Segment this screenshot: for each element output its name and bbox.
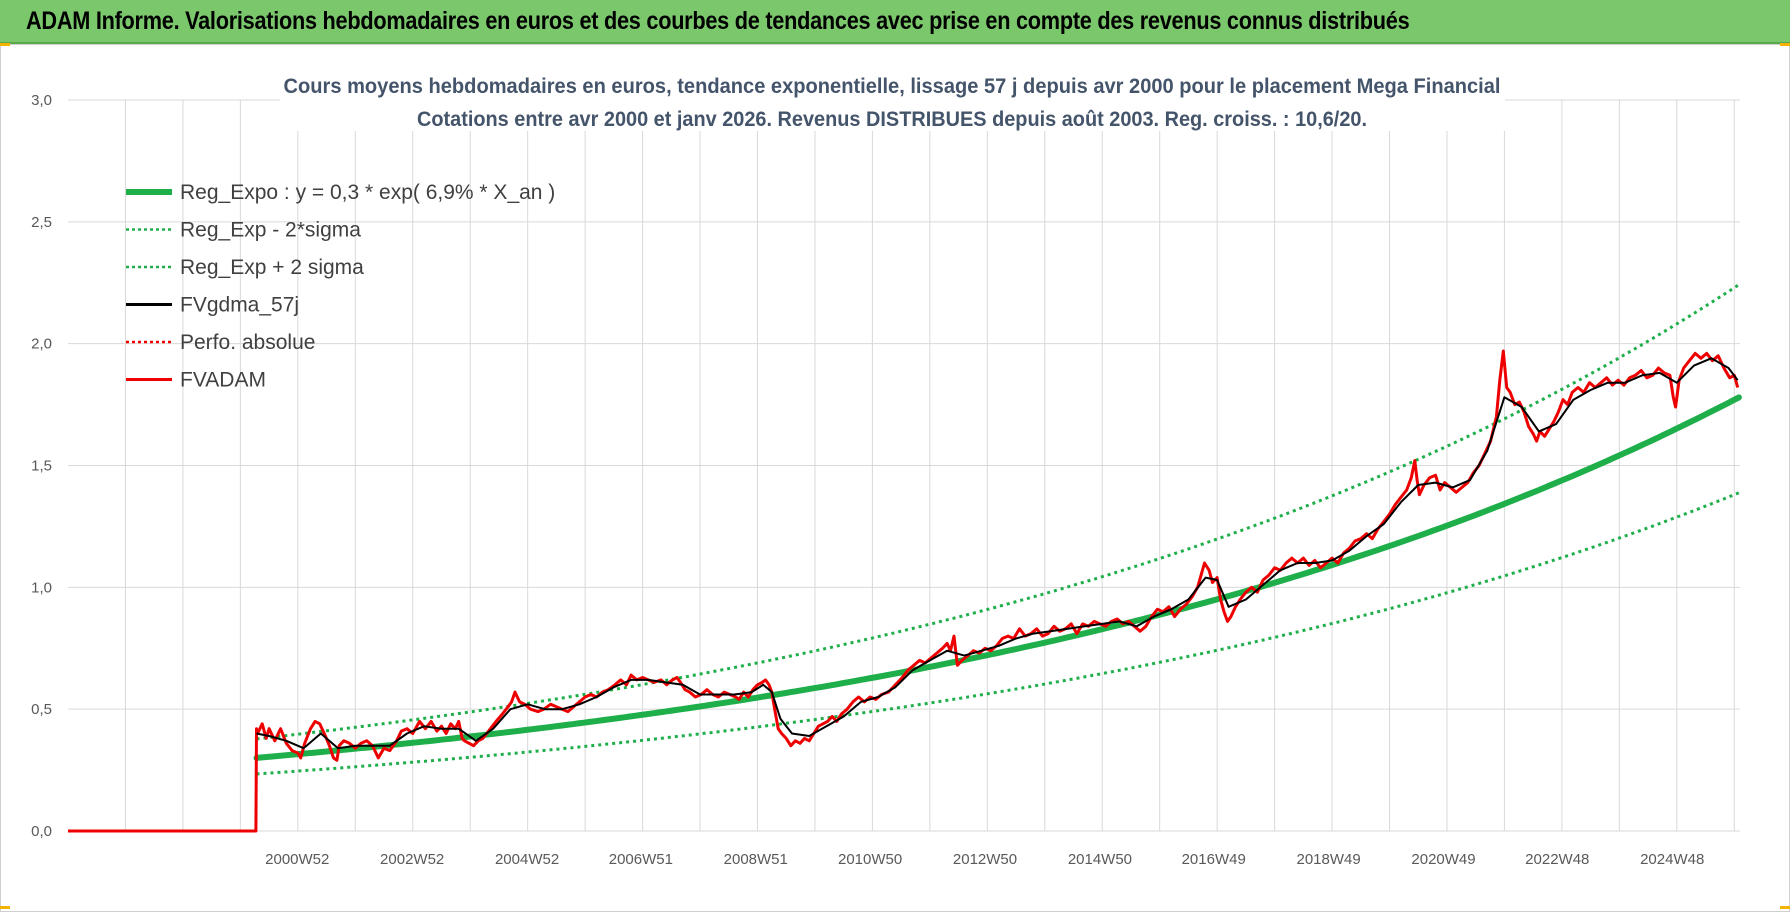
chart-title-block: Cours moyens hebdomadaires en euros, ten… xyxy=(280,69,1505,131)
y-tick-label: 2,5 xyxy=(31,214,52,231)
chart-title-background xyxy=(280,69,1505,131)
report-title: ADAM Informe. Valorisations hebdomadaire… xyxy=(26,7,1410,35)
x-tick-label: 2014W50 xyxy=(1068,851,1132,868)
axis-tick-labels: 0,0 0,5 1,0 1,5 2,0 2,5 3,0 2000W52 2002W52 2004W… xyxy=(31,92,1704,868)
x-tick-label: 2016W49 xyxy=(1182,851,1246,868)
fvgdma-57j-line xyxy=(256,357,1739,750)
x-tick-label: 2024W48 xyxy=(1640,851,1704,868)
x-tick-label: 2006W51 xyxy=(609,851,673,868)
corner-accent-bottom-left xyxy=(0,906,10,909)
reg-expo-line xyxy=(253,394,1742,761)
x-tick-label: 2022W48 xyxy=(1525,851,1589,868)
corner-accent-bottom-right xyxy=(1780,906,1790,909)
y-tick-label: 1,0 xyxy=(31,579,52,596)
legend-reg-expo-label: Reg_Expo : y = 0,3 * exp( 6,9% * X_an ) xyxy=(180,181,555,204)
series-lines xyxy=(68,283,1742,833)
x-tick-label: 2018W49 xyxy=(1296,851,1360,868)
corner-accent-top-left xyxy=(0,43,10,46)
y-tick-label: 0,5 xyxy=(31,701,52,718)
report-banner: ADAM Informe. Valorisations hebdomadaire… xyxy=(0,0,1790,44)
x-tick-label: 2008W51 xyxy=(724,851,788,868)
x-tick-label: 2012W50 xyxy=(953,851,1017,868)
corner-accent-top-right xyxy=(1780,43,1790,46)
legend: Reg_Expo : y = 0,3 * exp( 6,9% * X_an ) R… xyxy=(126,181,555,392)
legend-reg-exp-minus-2sigma-label: Reg_Exp - 2*sigma xyxy=(180,219,361,242)
legend-reg-exp-plus-2sigma-label: Reg_Exp + 2 sigma xyxy=(180,256,364,279)
legend-fvadam-label: FVADAM xyxy=(180,369,266,392)
y-tick-label: 1,5 xyxy=(31,458,52,475)
x-tick-label: 2010W50 xyxy=(838,851,902,868)
legend-fvgdma-57j-label: FVgdma_57j xyxy=(180,294,299,317)
reg-exp-plus-2sigma-line xyxy=(256,283,1740,741)
fvadam-line xyxy=(68,349,1740,833)
x-tick-label: 2000W52 xyxy=(265,851,329,868)
y-tick-label: 3,0 xyxy=(31,92,52,109)
x-tick-label: 2002W52 xyxy=(380,851,444,868)
legend-perfo-absolue-label: Perfo. absolue xyxy=(180,331,315,354)
x-tick-label: 2004W52 xyxy=(495,851,559,868)
reg-exp-minus-2sigma-line xyxy=(256,491,1740,776)
y-tick-label: 2,0 xyxy=(31,336,52,353)
grid-lines xyxy=(68,99,1740,832)
y-tick-label: 0,0 xyxy=(31,823,52,840)
chart-title-line-1: Cours moyens hebdomadaires en euros, ten… xyxy=(284,75,1501,98)
x-tick-label: 2020W49 xyxy=(1411,851,1475,868)
chart-title-line-2: Cotations entre avr 2000 et janv 2026. R… xyxy=(417,108,1367,131)
